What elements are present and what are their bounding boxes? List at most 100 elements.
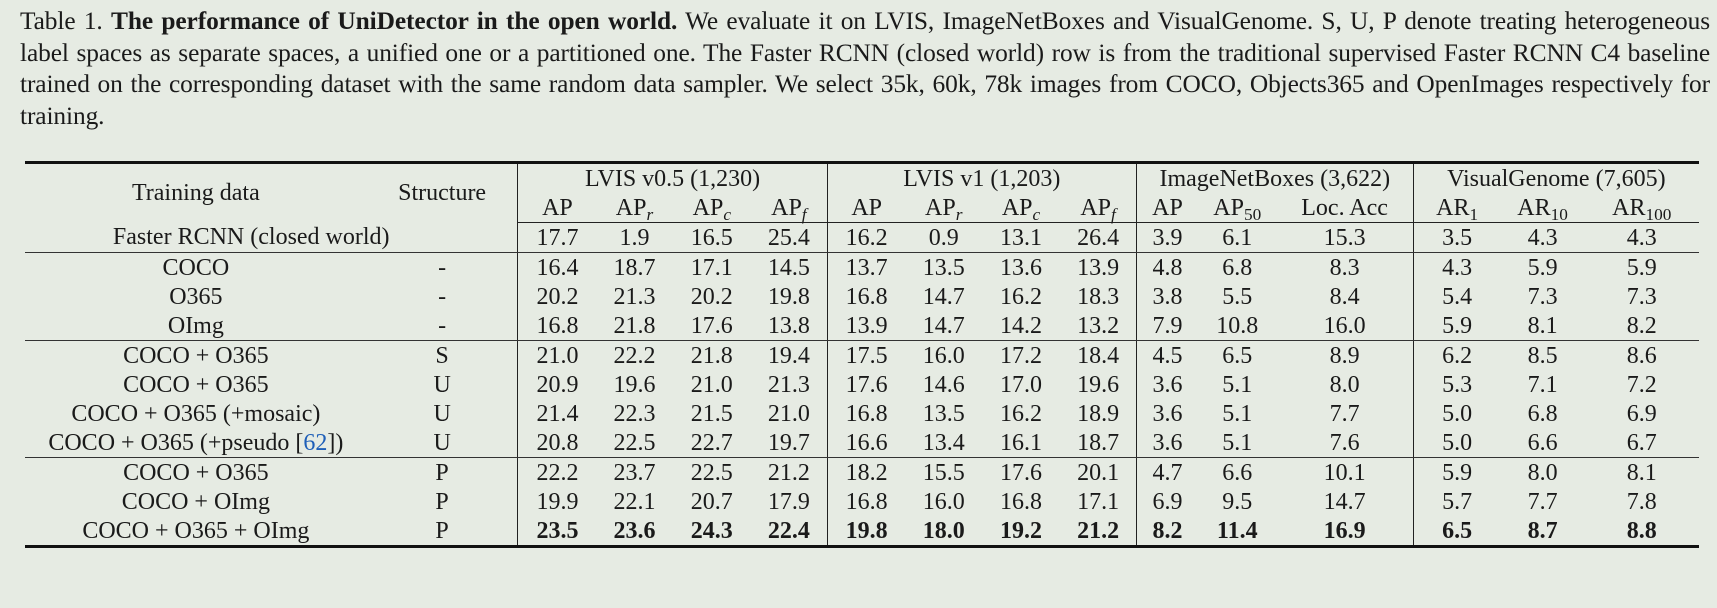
table-row: COCO + O365 (+pseudo [62]) U 20.8 22.5 22.7 1… [25,428,1699,458]
training-data-cell: COCO + OImg [25,487,367,516]
metric-value: 8.0 [1527,459,1558,486]
training-data-label: COCO [162,254,230,281]
table-caption: Table 1. The performance of UniDetector … [20,6,1710,132]
training-data-cell: COCO [25,253,367,283]
metric-value: 22.7 [672,428,752,458]
metric-value: 16.8 [826,399,906,428]
header-group-lvis05: LVIS v0.5 (1,230) [517,162,828,193]
baseline-label: Faster RCNN (closed world) [25,222,518,253]
metric-value: 16.2 [826,222,906,253]
metric-base: AP [615,194,647,221]
structure-cell: P [435,459,449,486]
metric-value: 20.1 [1077,459,1120,486]
training-data-cell: OImg [25,311,367,341]
metric-base: AP [851,194,882,221]
training-data-cell: O365 [25,282,367,311]
metric-value: 6.6 [1500,428,1585,458]
metric-value: 16.0 [922,342,965,369]
metric-value: 19.4 [767,342,810,369]
metric-value: 23.5 [517,516,597,547]
structure-cell: U [433,400,451,427]
metric-value: 19.8 [826,516,906,547]
metric-value: 10.1 [1323,459,1366,486]
metric-value: 8.2 [1135,516,1199,547]
metric-value: 7.3 [1626,283,1657,310]
metric-base: AR [1436,194,1470,221]
metric-value: 17.7 [517,222,597,253]
metric-subscript: f [1111,204,1116,224]
metric-value: 8.7 [1527,517,1558,544]
metric-value: 5.9 [1412,457,1501,487]
metric-value: 8.2 [1584,311,1699,341]
metric-value: 3.6 [1135,399,1199,428]
metric-value: 13.1 [981,222,1061,253]
training-data-label: COCO + O365 [123,459,269,486]
metric-value: 7.8 [1626,488,1657,515]
metric-value: 0.9 [905,222,982,253]
metric-subscript: 1 [1469,204,1479,224]
citation-link[interactable]: 62 [303,429,328,456]
metric-header: APf [1060,193,1137,224]
metric-value: 4.3 [1500,222,1585,253]
metric-value: 22.3 [613,400,656,427]
training-data-cell: COCO + O365 (+mosaic) [25,399,367,428]
metric-value: 20.9 [517,370,597,399]
metric-value: 16.5 [672,222,752,253]
metric-value: 16.1 [981,428,1061,458]
metric-value: 21.0 [767,400,810,427]
caption-title: The performance of UniDetector in the op… [111,7,678,35]
metric-value: 21.2 [767,459,810,486]
metric-value: 16.8 [517,311,597,341]
metric-subscript: 50 [1243,204,1262,224]
metric-base: AP [542,194,573,221]
metric-value: 16.4 [517,252,597,282]
metric-value: 8.4 [1329,283,1360,310]
metric-value: 17.2 [1000,342,1043,369]
metric-value: 25.4 [751,222,828,253]
metric-value: 11.4 [1216,517,1258,544]
metric-value: 13.4 [905,428,982,458]
metric-value: 21.2 [1077,517,1120,544]
metric-value: 5.1 [1198,428,1277,458]
metric-value: 16.2 [1000,283,1043,310]
metric-value: 5.0 [1412,428,1501,458]
table-row: COCO + O365 + OImg P 23.5 23.6 24.3 22.4 19.8 1… [25,516,1699,547]
structure-cell: S [435,342,449,369]
training-data-cell: COCO + O365 [25,458,367,488]
metric-value: 15.3 [1276,222,1414,253]
metric-value: 20.2 [517,282,597,311]
metric-value: 19.6 [613,371,656,398]
header-metric-row: AP APr APc APf AP APr APc APf AP AP50 Loc. Acc AR1 A… [25,193,1699,223]
metric-value: 14.2 [981,311,1061,341]
metric-value: 8.1 [1626,459,1657,486]
metric-value: 8.9 [1329,342,1360,369]
metric-value: 4.3 [1584,222,1699,253]
structure-cell: U [366,428,518,458]
table-row: OImg -16.8 21.8 17.6 13.8 13.9 14.7 14.2 13.2 7.9… [25,311,1699,341]
training-data-label: OImg [167,312,224,339]
metric-value: 17.5 [826,340,906,370]
metric-base: AP [692,194,724,221]
metric-value: 3.8 [1135,282,1199,311]
metric-value: 16.8 [826,487,906,516]
metric-value: 22.2 [517,457,597,487]
metric-subscript: 100 [1645,204,1672,224]
metric-value: 17.6 [826,370,906,399]
metric-value: 17.6 [672,311,752,341]
training-data-suffix: ]) [327,429,344,456]
metric-value: 17.6 [1000,459,1043,486]
metric-value: 3.5 [1412,222,1501,253]
metric-value: 16.0 [1276,311,1414,341]
metric-value: 8.6 [1626,342,1657,369]
metric-header: AP [826,193,906,223]
metric-value: 4.8 [1135,252,1199,282]
metric-header: APr [905,193,982,223]
metric-value: 16.8 [826,282,906,311]
metric-value: 7.9 [1135,311,1199,341]
table-row: COCO + O365 P 22.2 23.7 22.5 21.2 18.2 15.5 17.6… [25,457,1699,488]
metric-value: 17.1 [690,254,733,281]
metric-value: 20.7 [690,488,733,515]
training-data-cell: COCO + O365 + OImg [25,516,367,547]
training-data-label: COCO + OImg [121,488,270,515]
metric-value: 3.9 [1135,222,1199,253]
